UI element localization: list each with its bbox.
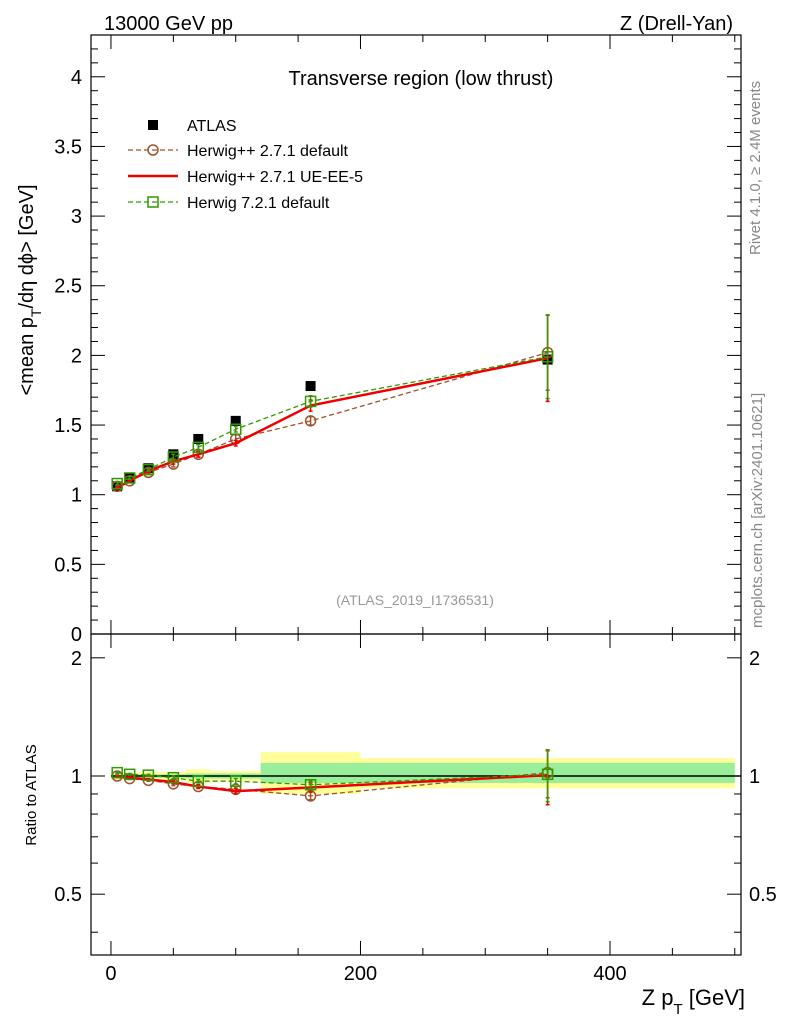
main-panel: 0 0.5 1 1.5 2 2.5 3 3.5 4 — [54, 34, 742, 955]
x-tick-label: 0 — [105, 963, 116, 985]
data-point — [305, 381, 316, 392]
legend-marker — [148, 120, 158, 130]
legend: ATLAS Herwig++ 2.7.1 default Herwig++ 2.7.… — [128, 118, 363, 212]
data-point — [304, 395, 317, 408]
ratio-frame — [90, 633, 742, 956]
data-point — [111, 477, 123, 490]
series-line — [116, 356, 548, 485]
legend-label: Herwig++ 2.7.1 default — [187, 143, 349, 160]
data-point — [167, 451, 180, 463]
rivet-version-label: Rivet 4.1.0, ≥ 2.4M events — [747, 81, 764, 255]
legend-item: Herwig++ 2.7.1 default — [128, 143, 349, 160]
main-series-herwig-2-7-1-default — [111, 314, 554, 493]
y-tick-label: 3 — [71, 206, 82, 228]
ratio-tick-label-right: 2 — [749, 648, 760, 670]
y-tick-label: 0.5 — [54, 554, 82, 576]
y-tick-label: 1 — [71, 485, 82, 507]
y-tick-label: 3.5 — [54, 136, 82, 158]
y-tick-label: 0 — [71, 624, 82, 646]
legend-item: ATLAS — [148, 118, 237, 135]
ratio-y-axis-label: Ratio to ATLAS — [23, 744, 40, 845]
x-tick-label: 200 — [344, 963, 377, 985]
data-point — [541, 351, 554, 363]
data-point — [192, 775, 205, 787]
uncertainty-band-stat — [260, 762, 361, 783]
data-point — [142, 769, 155, 781]
ratio-tick-label-left: 0.5 — [54, 884, 82, 906]
data-point — [230, 415, 241, 426]
legend-marker — [147, 196, 159, 208]
data-point — [541, 768, 554, 781]
legend-marker — [147, 144, 159, 156]
y-tick-label: 2.5 — [54, 276, 82, 298]
data-point — [193, 433, 204, 444]
legend-label: Herwig++ 2.7.1 UE-EE-5 — [187, 169, 363, 186]
data-point — [229, 423, 242, 435]
series-line — [116, 351, 548, 487]
data-point — [192, 441, 205, 454]
y-tick-label: 4 — [71, 67, 82, 89]
legend-item: Herwig++ 2.7.1 UE-EE-5 — [128, 169, 363, 186]
series-line — [116, 356, 548, 489]
data-point — [111, 766, 123, 779]
data-point — [304, 779, 317, 791]
header-process-label: Z (Drell-Yan) — [620, 13, 733, 35]
ratio-tick-label-right: 1 — [749, 766, 760, 788]
y-tick-label: 1.5 — [54, 415, 82, 437]
main-series-atlas — [112, 354, 553, 492]
main-series-herwig-7-2-1-default — [111, 314, 554, 490]
x-axis-label: Z pT [GeV] — [642, 985, 745, 1018]
analysis-label: (ATLAS_2019_I1736531) — [336, 592, 494, 608]
ratio-tick-label-right: 0.5 — [749, 884, 777, 906]
mcplots-label: mcplots.cern.ch [arXiv:2401.10621] — [749, 393, 766, 628]
ratio-tick-label-left: 2 — [71, 648, 82, 670]
legend-label: ATLAS — [187, 118, 237, 135]
data-point — [142, 463, 155, 476]
header-beam-label: 13000 GeV pp — [104, 13, 233, 35]
legend-label: Herwig 7.2.1 default — [187, 195, 330, 212]
main-series-herwig-2-7-1-ue-ee-5 — [115, 314, 550, 490]
data-point — [167, 771, 180, 784]
series-line — [117, 773, 548, 793]
chart-title: Transverse region (low thrust) — [289, 68, 554, 90]
x-tick-label: 400 — [593, 963, 626, 985]
y-tick-label: 2 — [71, 345, 82, 367]
ratio-panel: 0 200 400 0.5 0.5 1 1 2 2 — [54, 633, 777, 985]
data-point — [229, 775, 242, 787]
y-axis-label: <mean pT/dη dϕ> [GeV] — [16, 184, 44, 395]
ratio-tick-label-left: 1 — [71, 766, 82, 788]
data-point — [304, 415, 317, 427]
legend-item: Herwig 7.2.1 default — [128, 195, 330, 212]
data-point — [123, 768, 136, 781]
data-point — [123, 472, 136, 484]
ratio-series-herwig-7-2-1-default — [111, 749, 554, 803]
